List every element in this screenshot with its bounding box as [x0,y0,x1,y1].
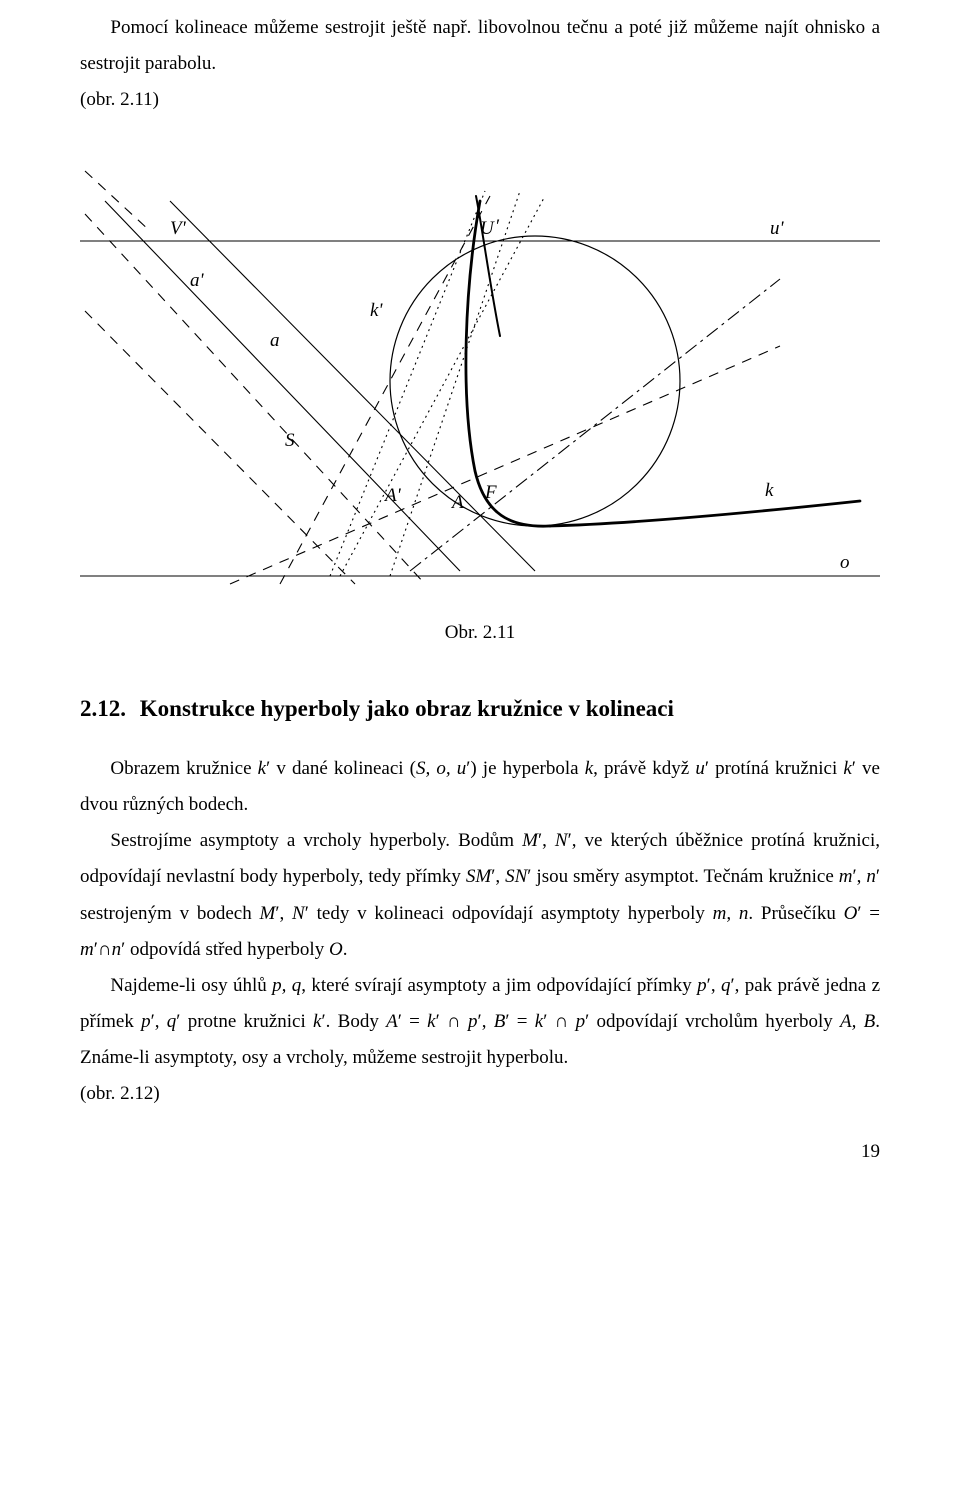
body-figure-ref: (obr. 2.12) [80,1076,880,1112]
svg-text:a': a' [190,270,205,291]
intro-figure-ref: (obr. 2.11) [80,82,880,118]
svg-text:u': u' [770,218,785,239]
figure-svg: V' U′ u' a' k' a S A' AFk o [80,136,880,596]
svg-text:U: U [480,218,495,239]
svg-text:F: F [484,482,497,503]
svg-text:A': A' [383,485,402,506]
figure-caption: Obr. 2.11 [80,615,880,651]
svg-text:A: A [450,492,464,513]
body-p1: Obrazem kružnice k′ v dané kolineaci (S,… [80,751,880,823]
intro-text: Pomocí kolineace můžeme sestrojit ještě … [80,17,880,74]
svg-text:V': V' [170,218,187,239]
svg-text:k': k' [370,300,383,321]
svg-text:o: o [840,552,850,573]
section-title: Konstrukce hyperboly jako obraz kružnice… [140,696,674,721]
section-heading: 2.12. Konstrukce hyperboly jako obraz kru… [80,687,880,731]
figure-2-11: V' U′ u' a' k' a S A' AFk o Obr. 2.11 [80,136,880,651]
svg-text:S: S [285,430,295,451]
body-p2: Sestrojíme asymptoty a vrcholy hyperboly… [80,823,880,967]
intro-paragraph: Pomocí kolineace můžeme sestrojit ještě … [80,10,880,82]
svg-text:a: a [270,330,280,351]
page-number: 19 [80,1134,880,1170]
svg-text:′: ′ [496,216,500,237]
body-p3: Najdeme-li osy úhlů p, q, které svírají … [80,968,880,1076]
section-number: 2.12. [80,696,126,721]
svg-text:k: k [765,480,774,501]
